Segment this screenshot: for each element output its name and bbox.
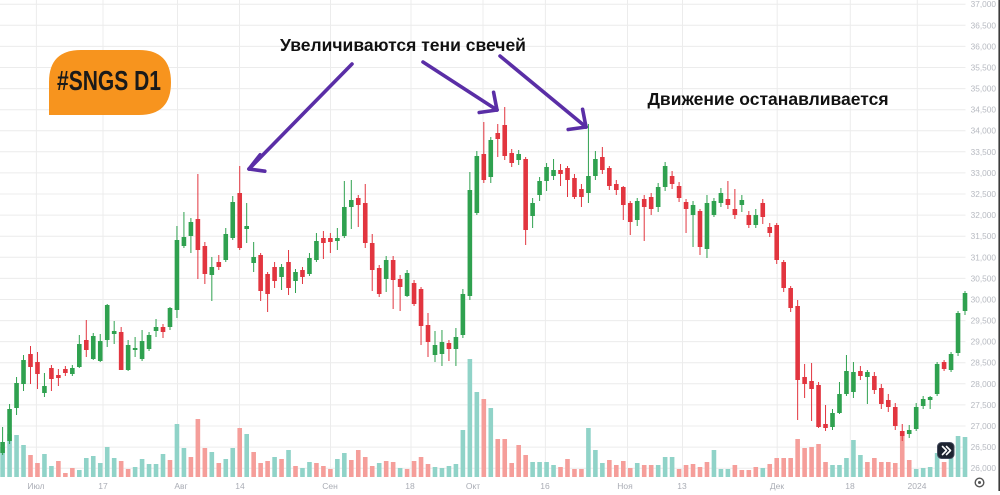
svg-text:13: 13	[677, 481, 687, 491]
svg-text:Авг: Авг	[174, 481, 187, 491]
svg-text:29,000: 29,000	[971, 337, 997, 347]
svg-text:30,500: 30,500	[971, 273, 997, 283]
svg-text:27,500: 27,500	[971, 400, 997, 410]
svg-text:Ноя: Ноя	[617, 481, 633, 491]
svg-text:30,000: 30,000	[971, 295, 997, 305]
svg-text:18: 18	[845, 481, 855, 491]
svg-text:26,500: 26,500	[971, 442, 997, 452]
svg-text:#SNGS D1: #SNGS D1	[57, 65, 161, 96]
svg-text:33,500: 33,500	[971, 147, 997, 157]
svg-text:17: 17	[98, 481, 108, 491]
svg-text:28,000: 28,000	[971, 379, 997, 389]
svg-text:Дек: Дек	[770, 481, 784, 491]
svg-text:32,000: 32,000	[971, 210, 997, 220]
svg-text:34,000: 34,000	[971, 126, 997, 136]
svg-text:Окт: Окт	[466, 481, 480, 491]
svg-text:18: 18	[405, 481, 415, 491]
svg-text:34,500: 34,500	[971, 105, 997, 115]
svg-text:32,500: 32,500	[971, 189, 997, 199]
svg-text:26,000: 26,000	[971, 463, 997, 473]
svg-text:Увеличиваются тени свечей: Увеличиваются тени свечей	[280, 35, 526, 55]
svg-text:31,000: 31,000	[971, 252, 997, 262]
svg-text:Движение останавливается: Движение останавливается	[647, 89, 888, 109]
svg-text:2024: 2024	[908, 481, 927, 491]
svg-text:14: 14	[235, 481, 245, 491]
svg-text:31,500: 31,500	[971, 231, 997, 241]
svg-text:28,500: 28,500	[971, 358, 997, 368]
svg-text:33,000: 33,000	[971, 168, 997, 178]
svg-text:29,500: 29,500	[971, 316, 997, 326]
svg-text:Июл: Июл	[27, 481, 44, 491]
svg-text:37,000: 37,000	[971, 0, 997, 9]
svg-text:36,000: 36,000	[971, 41, 997, 51]
svg-text:27,000: 27,000	[971, 421, 997, 431]
svg-text:35,000: 35,000	[971, 84, 997, 94]
svg-text:16: 16	[540, 481, 550, 491]
svg-text:Сен: Сен	[322, 481, 338, 491]
svg-text:36,500: 36,500	[971, 20, 997, 30]
svg-text:35,500: 35,500	[971, 63, 997, 73]
